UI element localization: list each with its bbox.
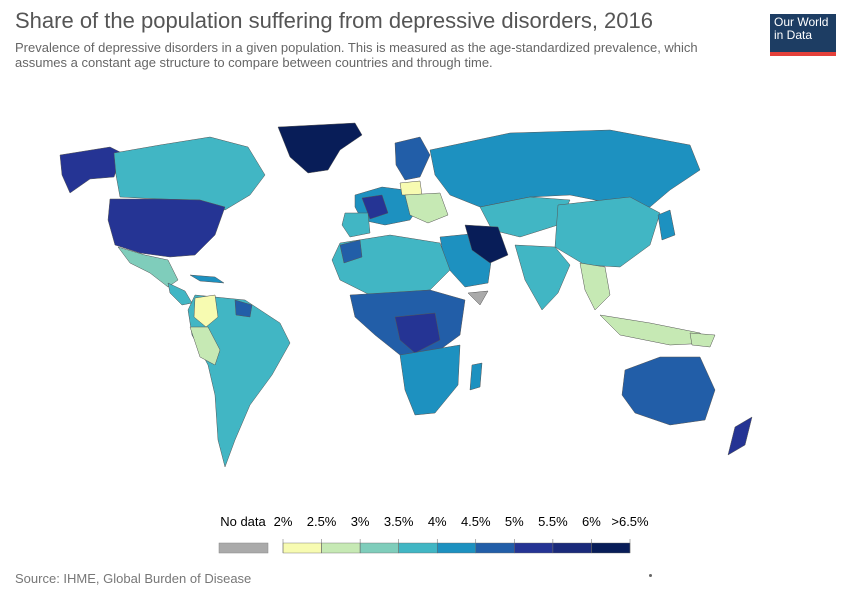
region-southeast-asia[interactable] [579,262,611,311]
region-madagascar[interactable] [469,362,483,391]
region-china[interactable] [554,196,661,268]
legend-tick-label: 3.5% [384,514,414,529]
legend-tick-label: 4% [428,514,447,529]
owid-logo[interactable]: Our World in Data [770,14,836,56]
legend-tick-label: 5% [505,514,524,529]
legend-tick-label: 2% [274,514,293,529]
legend-tick-label: 3% [351,514,370,529]
region-colombia[interactable] [193,294,219,328]
legend-tick-label: 2.5% [307,514,337,529]
chart-subtitle: Prevalence of depressive disorders in a … [15,40,698,70]
logo-line-2: in Data [774,28,813,42]
logo-line-1: Our World [774,15,829,29]
region-guiana[interactable] [234,299,253,318]
legend-no-data-label: No data [220,514,266,529]
region-france[interactable] [361,194,389,220]
region-central-america[interactable] [167,282,193,306]
region-usa[interactable] [107,198,226,258]
region-somalia[interactable] [467,290,489,306]
region-canada[interactable] [113,136,266,211]
region-southern-africa[interactable] [399,344,461,416]
region-caribbean[interactable] [189,274,225,284]
region-congo[interactable] [394,312,441,354]
legend-swatch [475,542,515,554]
legend-tick-label: 4.5% [461,514,491,529]
region-greenland[interactable] [277,122,363,174]
legend-swatch [514,542,554,554]
legend-swatch [282,542,322,554]
legend-bins: 2% 2.5% 3% 3.5% 4% 4.5% 5% 5.5% 6% >6.5% [274,514,649,554]
region-peru[interactable] [189,326,221,366]
legend-swatch [552,542,592,554]
region-iberia[interactable] [341,212,371,238]
logo-accent-bar [770,52,836,56]
region-japan[interactable] [657,209,676,241]
legend-no-data-swatch [218,542,269,554]
color-legend: No data 2% 2.5% 3% 3.5% 4% 4.5% 5% 5.5% 6% >6.5% [218,514,649,554]
legend-tick-label: 6% [582,514,601,529]
world-map[interactable] [10,95,810,495]
region-russia[interactable] [429,129,701,208]
legend-tick-label: >6.5% [611,514,649,529]
legend-swatch [321,542,361,554]
region-new-zealand[interactable] [727,416,753,456]
region-australia[interactable] [621,356,716,426]
region-alaska[interactable] [59,146,123,194]
region-iran[interactable] [464,224,509,264]
region-morocco[interactable] [339,239,363,264]
region-india[interactable] [514,244,571,311]
chart-title: Share of the population suffering from d… [15,8,653,33]
region-mexico[interactable] [117,246,179,288]
legend-tick-label: 5.5% [538,514,568,529]
legend-swatch [398,542,438,554]
decorative-dot [649,574,652,577]
region-papua[interactable] [689,332,716,348]
legend-swatch [359,542,399,554]
legend-swatch [437,542,476,554]
legend-swatch [591,542,631,554]
region-poland[interactable] [399,180,423,196]
region-scandinavia[interactable] [394,136,431,181]
region-eastern-europe[interactable] [404,192,449,224]
source-note: Source: IHME, Global Burden of Disease [15,571,252,586]
